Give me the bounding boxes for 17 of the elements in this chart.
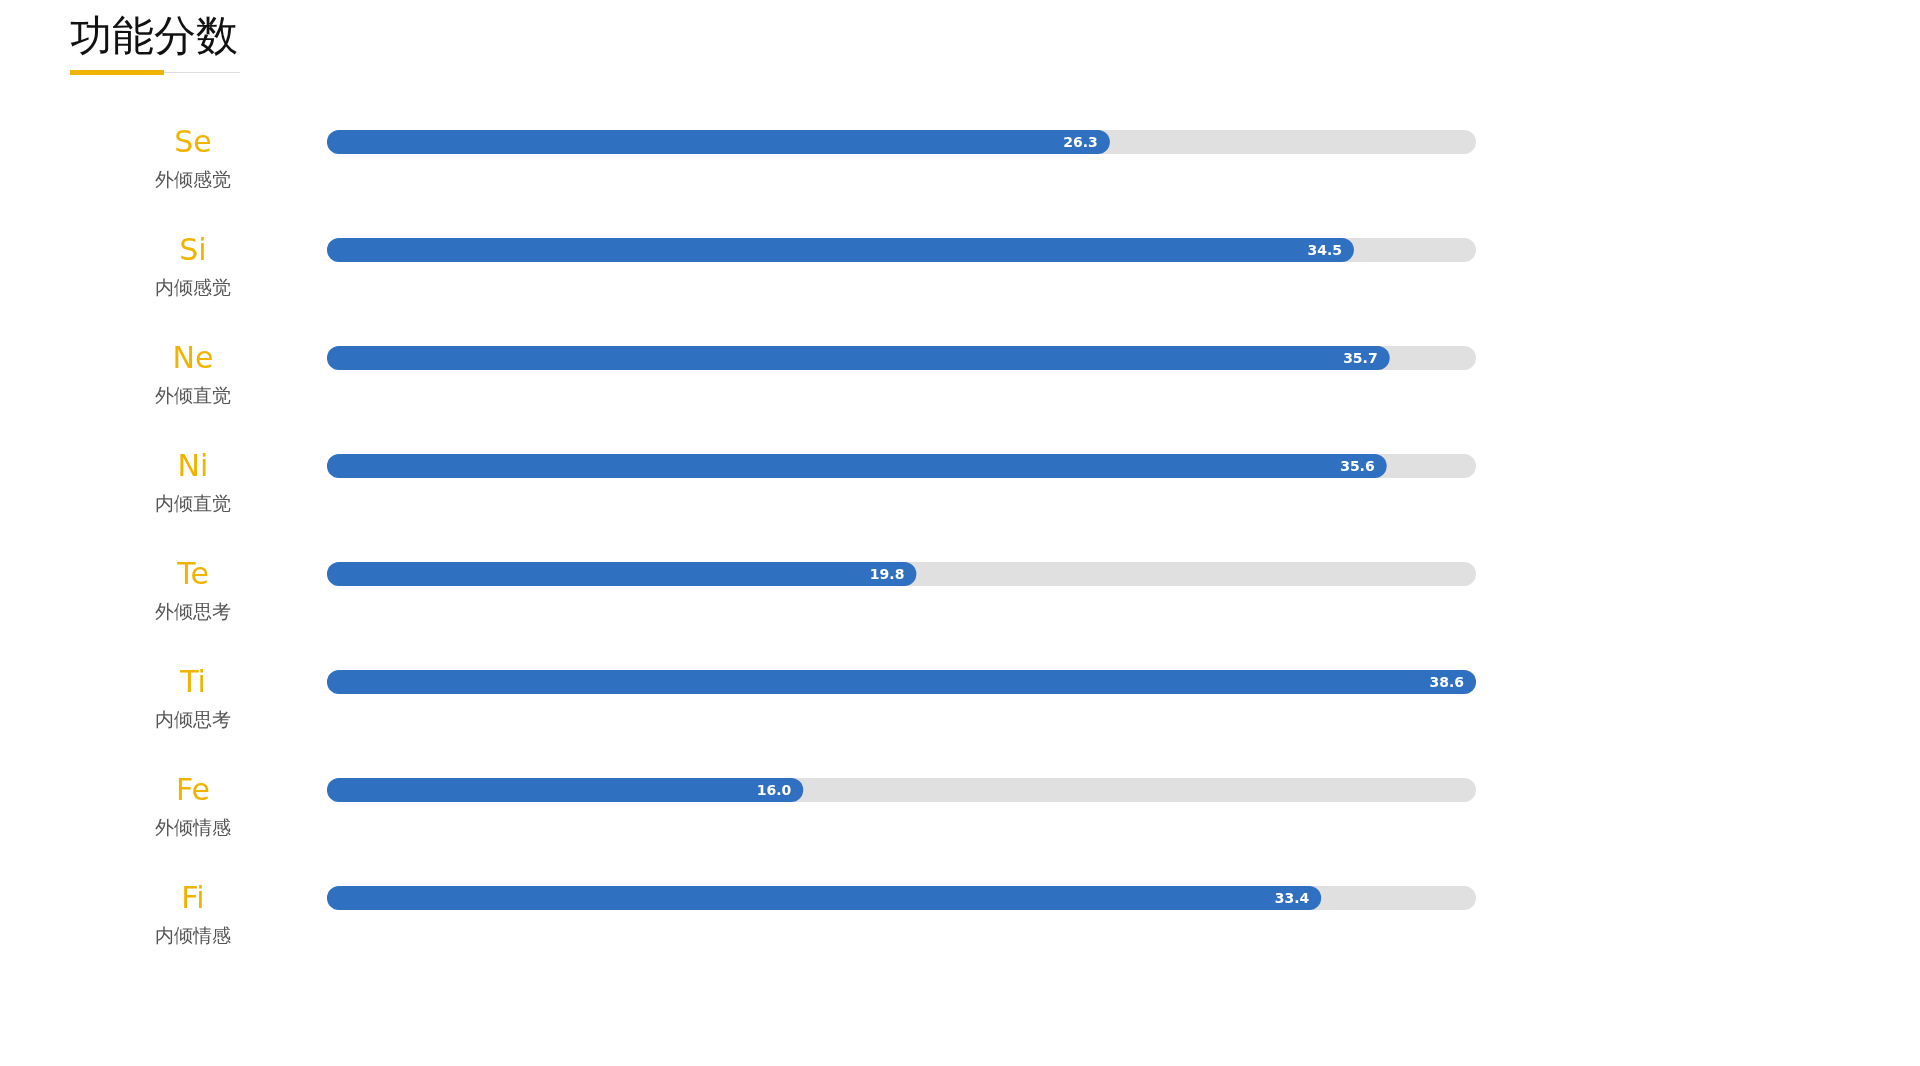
data-label: 38.6 [1429,674,1464,690]
y-tick-label: Si 内倾感觉 [155,232,231,298]
y-tick-label: Ni 内倾直觉 [155,448,231,514]
y-tick-label: Te 外倾思考 [155,556,231,622]
data-label: 26.3 [1063,134,1098,150]
data-label: 34.5 [1307,242,1342,258]
chart-title: 功能分数 [70,10,238,62]
y-tick-label: Se 外倾感觉 [155,124,231,190]
y-tick-label: Fi 内倾情感 [155,880,231,946]
data-label: 35.7 [1343,350,1378,366]
data-label: 35.6 [1340,458,1375,474]
data-label: 19.8 [869,566,905,582]
y-tick-label: Ti 内倾思考 [155,664,231,730]
y-tick-label: Ne 外倾直觉 [155,340,231,406]
data-label: 33.4 [1274,890,1310,906]
y-tick-label: Fe 外倾情感 [155,772,231,838]
data-label: 16.0 [756,782,792,798]
